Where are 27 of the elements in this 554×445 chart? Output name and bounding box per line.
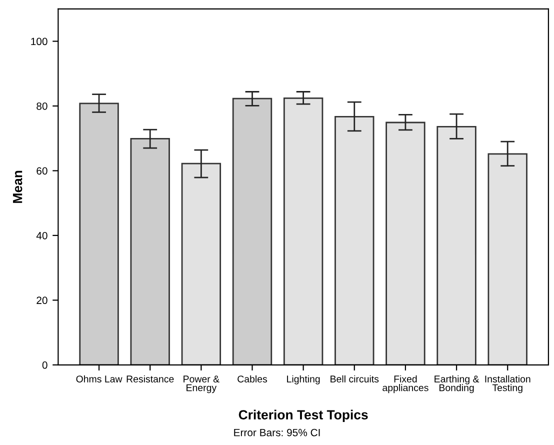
y-tick-label: 100 — [31, 38, 48, 46]
x-tick-label: Resistance — [126, 375, 174, 382]
bar — [436, 126, 476, 365]
bar — [334, 116, 374, 365]
x-tick-label: Cables — [238, 375, 268, 382]
x-tick-label: Lighting — [287, 375, 320, 384]
y-tick-label: 80 — [36, 102, 48, 110]
bar — [283, 98, 324, 365]
y-tick-label: 40 — [36, 232, 48, 240]
bar — [488, 153, 528, 365]
x-tick-label: Fixed appliances — [382, 375, 428, 394]
bar — [130, 138, 170, 365]
y-tick-label: 0 — [42, 361, 48, 369]
x-tick-label: Power & Energy — [184, 376, 220, 394]
bar — [181, 162, 222, 365]
y-tick-label: 20 — [36, 296, 48, 304]
y-axis-title: Mean — [13, 170, 22, 203]
x-tick-label: Earthing & Bonding — [434, 375, 480, 394]
x-axis-title: Criterion Test Topics — [238, 410, 368, 422]
x-tick-label: Bell circuits — [330, 375, 379, 382]
bar — [232, 98, 272, 365]
bar — [79, 102, 119, 365]
y-tick-label: 60 — [36, 167, 48, 175]
bar — [386, 122, 426, 365]
x-tick-label: Installation Testing — [485, 375, 530, 394]
text: Error Bars: 95% CI — [234, 428, 320, 436]
x-tick-label: Ohms Law — [76, 375, 122, 382]
